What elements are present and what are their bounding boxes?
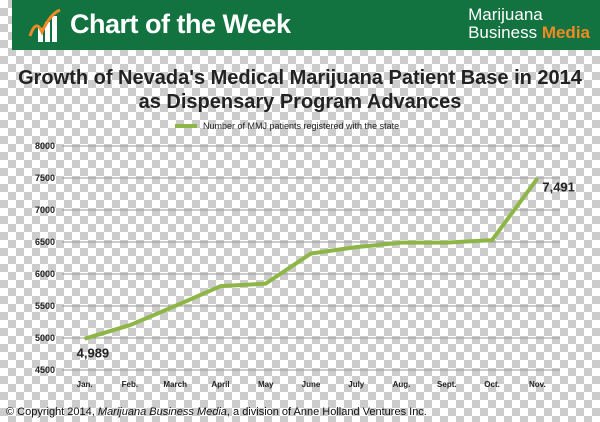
y-tick-label: 4500 bbox=[35, 365, 55, 375]
x-tick-label: June bbox=[302, 380, 321, 389]
header-banner: Chart of the Week Marijuana Business Med… bbox=[12, 0, 600, 50]
footer-suffix: , a division of Anne Holland Ventures In… bbox=[226, 406, 427, 418]
legend-label: Number of MMJ patients registered with t… bbox=[203, 121, 400, 131]
data-label: 4,989 bbox=[77, 346, 110, 361]
x-tick-label: Jan. bbox=[77, 380, 93, 389]
data-point bbox=[310, 253, 312, 255]
x-tick-label: Sept. bbox=[437, 380, 457, 389]
y-tick-label: 8000 bbox=[35, 141, 55, 151]
data-point bbox=[491, 239, 493, 241]
y-tick-label: 7500 bbox=[35, 173, 55, 183]
brand-media: Media bbox=[541, 23, 590, 42]
data-point bbox=[355, 246, 357, 248]
chart-title-line1: Growth of Nevada's Medical Marijuana Pat… bbox=[18, 67, 582, 89]
data-point bbox=[129, 324, 131, 326]
y-tick-label: 5000 bbox=[35, 333, 55, 343]
data-point bbox=[265, 283, 267, 285]
data-point bbox=[219, 285, 221, 287]
chart-logo-icon bbox=[28, 8, 61, 42]
x-tick-label: Aug. bbox=[393, 380, 411, 389]
legend: Number of MMJ patients registered with t… bbox=[175, 121, 399, 131]
legend-swatch bbox=[175, 124, 197, 128]
data-point bbox=[84, 338, 86, 340]
brand-logo: Marijuana Business Media bbox=[468, 6, 590, 42]
x-tick-label: Nov. bbox=[529, 380, 546, 389]
x-tick-label: Feb. bbox=[122, 380, 138, 389]
brand-line2: Business bbox=[468, 23, 538, 42]
series-line bbox=[84, 177, 539, 341]
copyright-footer: © Copyright 2014, Marijuana Business Med… bbox=[6, 406, 427, 418]
x-tick-label: March bbox=[163, 380, 187, 389]
x-tick-label: Oct. bbox=[484, 380, 500, 389]
data-point bbox=[446, 242, 448, 244]
banner-title: Chart of the Week bbox=[70, 9, 291, 39]
y-tick-label: 7000 bbox=[35, 205, 55, 215]
x-tick-label: May bbox=[258, 380, 274, 389]
footer-company: Marijuana Business Media bbox=[97, 406, 227, 418]
data-point bbox=[401, 242, 403, 244]
x-tick-label: July bbox=[348, 380, 365, 389]
y-tick-label: 6500 bbox=[35, 237, 55, 247]
brand-line1: Marijuana bbox=[468, 5, 543, 24]
y-tick-label: 6000 bbox=[35, 269, 55, 279]
chart-title-line2: as Dispensary Program Advances bbox=[138, 91, 462, 113]
data-label: 7,491 bbox=[542, 180, 575, 195]
data-point bbox=[536, 178, 538, 180]
footer-prefix: © Copyright 2014, bbox=[6, 406, 98, 418]
y-tick-label: 5500 bbox=[35, 301, 55, 311]
data-point bbox=[174, 305, 176, 307]
chart-title: Growth of Nevada's Medical Marijuana Pat… bbox=[0, 66, 600, 114]
x-tick-label: April bbox=[211, 380, 229, 389]
